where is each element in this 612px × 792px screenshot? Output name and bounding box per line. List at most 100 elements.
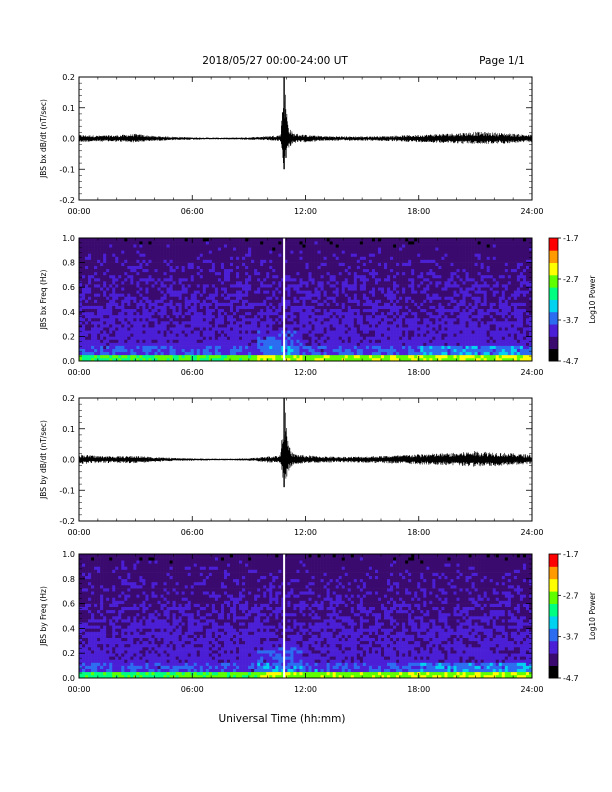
heatmap-cell: [374, 238, 379, 242]
heatmap-cell: [139, 324, 143, 328]
heatmap-cell: [181, 296, 185, 300]
heatmap-cell: [254, 357, 258, 362]
heatmap-cell: [365, 311, 370, 316]
heatmap-cell: [347, 256, 352, 260]
heatmap-cell: [284, 284, 288, 288]
heatmap-cell: [399, 268, 403, 273]
heatmap-cell: [429, 299, 433, 303]
heatmap-cell: [365, 274, 370, 279]
heatmap-cell: [411, 250, 415, 254]
heatmap-cell: [344, 238, 349, 242]
heatmap-cell: [115, 330, 119, 334]
heatmap-cell: [223, 274, 228, 279]
heatmap-cell: [97, 259, 101, 263]
heatmap-cell: [441, 299, 445, 303]
heatmap-cell: [260, 244, 264, 248]
heatmap-cell: [223, 302, 228, 306]
heatmap-cell: [97, 333, 101, 337]
heatmap-cell: [326, 324, 330, 328]
heatmap-cell: [214, 244, 219, 248]
heatmap-cell: [438, 317, 442, 322]
heatmap-cell: [396, 296, 400, 300]
heatmap-cell: [91, 244, 95, 248]
heatmap-cell: [347, 357, 352, 362]
heatmap-cell: [239, 302, 243, 306]
heatmap-cell: [91, 256, 95, 260]
heatmap-cell: [154, 345, 158, 350]
heatmap-cell: [408, 305, 412, 310]
heatmap-cell: [396, 262, 400, 266]
heatmap-cell: [377, 262, 382, 266]
heatmap-cell: [423, 253, 427, 257]
heatmap-cell: [281, 314, 285, 319]
heatmap-cell: [142, 321, 146, 325]
heatmap-cell: [411, 296, 415, 300]
heatmap-cell: [426, 327, 430, 331]
heatmap-cell: [272, 253, 276, 257]
heatmap-cell: [233, 247, 237, 251]
heatmap-cell: [233, 274, 237, 279]
heatmap-cell: [263, 299, 267, 303]
heatmap-cell: [287, 293, 291, 297]
heatmap-cell: [196, 253, 201, 257]
heatmap-cell: [399, 274, 403, 279]
heatmap-cell: [326, 241, 330, 245]
heatmap-cell: [314, 250, 318, 254]
heatmap-cell: [233, 293, 237, 297]
heatmap-cell: [311, 296, 315, 300]
heatmap-cell: [193, 336, 198, 340]
heatmap-cell: [335, 354, 340, 359]
heatmap-cell: [396, 351, 400, 356]
heatmap-cell: [387, 308, 391, 313]
heatmap-cell: [290, 274, 294, 279]
heatmap-cell: [178, 290, 182, 294]
heatmap-cell: [408, 244, 412, 248]
heatmap-cell: [257, 268, 261, 273]
heatmap-cell: [196, 321, 201, 325]
heatmap-cell: [329, 308, 333, 313]
heatmap-cell: [368, 296, 373, 300]
heatmap-cell: [94, 259, 98, 263]
heatmap-cell: [377, 281, 382, 285]
heatmap-cell: [205, 259, 210, 263]
heatmap-cell: [236, 238, 240, 242]
heatmap-cell: [236, 348, 240, 353]
heatmap-cell: [251, 299, 255, 303]
heatmap-cell: [109, 296, 113, 300]
heatmap-cell: [281, 290, 285, 294]
heatmap-cell: [236, 345, 240, 350]
heatmap-cell: [368, 351, 373, 356]
heatmap-cell: [314, 284, 318, 288]
heatmap-cell: [148, 296, 152, 300]
heatmap-cell: [308, 333, 312, 337]
heatmap-cell: [344, 290, 349, 294]
heatmap-cell: [124, 311, 128, 316]
heatmap-cell: [148, 339, 152, 343]
heatmap-cell: [332, 351, 336, 356]
y-tick-label: -0.1: [59, 165, 75, 174]
heatmap-cell: [384, 256, 388, 260]
heatmap-cell: [169, 253, 173, 257]
heatmap-cell: [287, 321, 291, 325]
heatmap-cell: [233, 302, 237, 306]
heatmap-cell: [278, 357, 282, 362]
heatmap-cell: [405, 330, 409, 334]
heatmap-cell: [438, 265, 442, 270]
heatmap-cell: [214, 277, 219, 282]
heatmap-cell: [381, 281, 385, 285]
heatmap-cell: [266, 345, 270, 350]
heatmap-cell: [417, 253, 421, 257]
heatmap-cell: [335, 348, 340, 353]
heatmap-cell: [91, 321, 95, 325]
heatmap-cell: [239, 290, 243, 294]
heatmap-cell: [106, 262, 110, 266]
heatmap-cell: [381, 333, 385, 337]
heatmap-cell: [109, 241, 113, 245]
heatmap-cell: [157, 311, 161, 316]
heatmap-cell: [329, 268, 333, 273]
heatmap-cell: [350, 348, 355, 353]
heatmap-cell: [178, 241, 182, 245]
heatmap-cell: [94, 348, 98, 353]
heatmap-cell: [254, 305, 258, 310]
heatmap-cell: [91, 250, 95, 254]
